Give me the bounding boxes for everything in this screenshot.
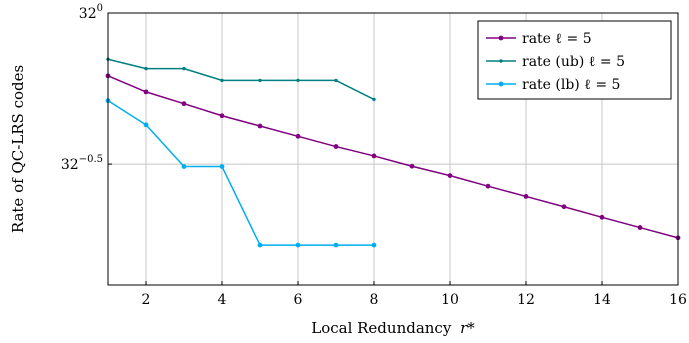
x-axis-title-text: Local Redundancy — [311, 319, 452, 337]
legend-label: rate (lb) ℓ = 5 — [522, 77, 620, 93]
data-point — [182, 66, 186, 71]
series-layer — [105, 57, 681, 248]
legend-swatch-marker — [498, 81, 504, 87]
data-point — [371, 242, 377, 248]
data-point — [409, 163, 415, 169]
y-tick-exponent: −0.5 — [79, 154, 103, 165]
x-tick-label: 8 — [370, 292, 379, 308]
data-point — [447, 173, 453, 178]
series-line — [107, 100, 374, 246]
x-tick-label: 4 — [218, 292, 227, 308]
x-tick-label: 16 — [669, 292, 687, 308]
x-axis-symbol: r* — [460, 319, 475, 337]
data-point — [334, 78, 338, 83]
data-point — [143, 122, 149, 128]
series-2 — [106, 57, 376, 102]
series-1 — [105, 73, 681, 241]
legend-swatch-marker — [498, 35, 504, 41]
data-point — [295, 133, 301, 139]
legend-box — [477, 20, 672, 100]
x-tick-label: 2 — [142, 292, 151, 308]
legend: rate ℓ = 5 rate (ub) ℓ = 5 rate (lb) ℓ = 5 — [477, 20, 672, 100]
data-point — [181, 101, 187, 107]
x-tick-label: 10 — [441, 292, 459, 308]
y-tick-label: 32−0.5 — [61, 154, 103, 173]
data-point — [523, 194, 529, 199]
data-point — [219, 113, 225, 119]
y-axis-title: Rate of QC-LRS codes — [9, 65, 27, 233]
data-point — [637, 225, 643, 230]
data-point — [333, 144, 339, 149]
data-point — [333, 242, 339, 248]
plot-frame — [107, 12, 679, 286]
data-point — [219, 164, 225, 169]
legend-label: rate ℓ = 5 — [522, 31, 592, 47]
x-ticks: 2 4 6 8 10 12 14 16 — [142, 281, 687, 308]
data-point — [295, 242, 301, 248]
series-line — [107, 75, 679, 239]
data-point — [561, 204, 567, 210]
data-point — [257, 123, 263, 129]
legend-swatch-marker — [499, 59, 503, 63]
y-tick-base: 32 — [79, 6, 97, 22]
data-point — [220, 78, 224, 83]
data-point — [296, 78, 300, 83]
legend-label: rate (ub) ℓ = 5 — [522, 54, 625, 70]
legend-item: rate (lb) ℓ = 5 — [486, 77, 620, 93]
x-tick-label: 14 — [593, 292, 611, 308]
data-point — [372, 97, 376, 102]
legend-item: rate ℓ = 5 — [486, 31, 592, 47]
x-tick-label: 6 — [294, 292, 303, 308]
data-point — [485, 183, 491, 189]
series-line — [107, 58, 375, 101]
data-point — [181, 164, 187, 169]
data-point — [143, 89, 149, 95]
data-point — [144, 66, 148, 71]
legend-item: rate (ub) ℓ = 5 — [486, 54, 625, 70]
y-tick-exponent: 0 — [97, 3, 103, 14]
data-point — [371, 153, 377, 159]
series-3 — [105, 98, 377, 248]
x-axis-title: Local Redundancy r* — [311, 319, 475, 337]
data-point — [258, 78, 262, 83]
y-tick-label: 320 — [79, 3, 103, 22]
data-point — [257, 242, 263, 248]
y-tick-base: 32 — [61, 157, 79, 173]
x-tick-label: 12 — [517, 292, 535, 308]
data-point — [599, 214, 605, 220]
